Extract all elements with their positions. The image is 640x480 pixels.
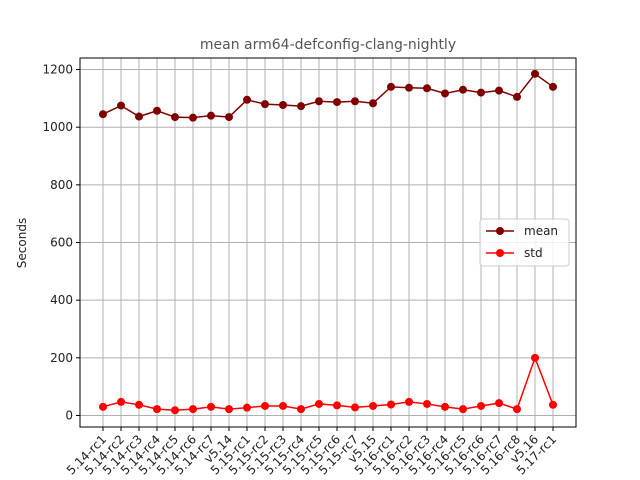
data-point-std — [549, 400, 557, 409]
data-point-mean — [261, 100, 269, 109]
y-tick-label: 1200 — [42, 63, 73, 77]
data-point-mean — [117, 101, 125, 110]
y-tick-label: 400 — [50, 293, 73, 307]
data-point-mean — [549, 82, 557, 91]
data-point-mean — [189, 113, 197, 122]
data-point-mean — [531, 69, 539, 78]
legend-swatch-marker — [496, 227, 504, 235]
data-point-std — [171, 406, 179, 415]
data-point-mean — [135, 112, 143, 121]
legend-label: mean — [524, 224, 558, 238]
series-layer — [99, 69, 557, 415]
data-point-mean — [459, 85, 467, 94]
data-point-std — [405, 397, 413, 406]
data-point-mean — [351, 97, 359, 106]
data-point-std — [207, 402, 215, 411]
data-point-mean — [225, 113, 233, 122]
data-point-std — [261, 401, 269, 410]
data-point-std — [333, 401, 341, 410]
data-point-mean — [441, 89, 449, 98]
y-tick-label: 600 — [50, 236, 73, 250]
data-point-std — [315, 399, 323, 408]
data-point-mean — [99, 110, 107, 119]
data-point-std — [225, 405, 233, 414]
data-point-std — [243, 403, 251, 412]
legend-swatch-marker — [496, 249, 504, 257]
data-point-std — [135, 400, 143, 409]
data-point-std — [99, 402, 107, 411]
data-point-mean — [315, 97, 323, 106]
data-point-std — [369, 401, 377, 410]
legend-label: std — [524, 246, 543, 260]
y-tick-label: 800 — [50, 178, 73, 192]
data-point-mean — [405, 83, 413, 92]
y-tick-label: 1000 — [42, 120, 73, 134]
data-point-std — [153, 405, 161, 414]
data-point-mean — [243, 95, 251, 104]
data-point-mean — [369, 99, 377, 108]
data-point-std — [441, 402, 449, 411]
data-point-std — [477, 401, 485, 410]
y-axis-label: Seconds — [15, 218, 29, 268]
data-point-mean — [477, 88, 485, 97]
data-point-mean — [423, 84, 431, 93]
data-point-std — [297, 405, 305, 414]
data-point-mean — [513, 92, 521, 101]
data-point-mean — [387, 82, 395, 91]
data-point-mean — [279, 100, 287, 109]
data-point-mean — [333, 98, 341, 107]
data-point-mean — [297, 102, 305, 111]
data-point-std — [531, 353, 539, 362]
data-point-std — [459, 405, 467, 414]
data-point-mean — [495, 86, 503, 95]
data-point-std — [117, 397, 125, 406]
data-point-std — [189, 405, 197, 414]
data-point-mean — [153, 106, 161, 115]
data-point-mean — [171, 113, 179, 122]
data-point-mean — [207, 111, 215, 120]
data-point-std — [351, 403, 359, 412]
y-tick-label: 200 — [50, 351, 73, 365]
data-point-std — [279, 401, 287, 410]
y-axis: 0 200 400 600 800 1000 1200 — [42, 63, 80, 422]
y-tick-label: 0 — [65, 408, 73, 422]
chart-title: mean arm64-defconfig-clang-nightly — [200, 37, 456, 53]
data-point-std — [495, 399, 503, 408]
legend: mean std — [479, 218, 570, 267]
data-point-std — [513, 405, 521, 414]
data-point-std — [423, 399, 431, 408]
data-point-std — [387, 400, 395, 409]
